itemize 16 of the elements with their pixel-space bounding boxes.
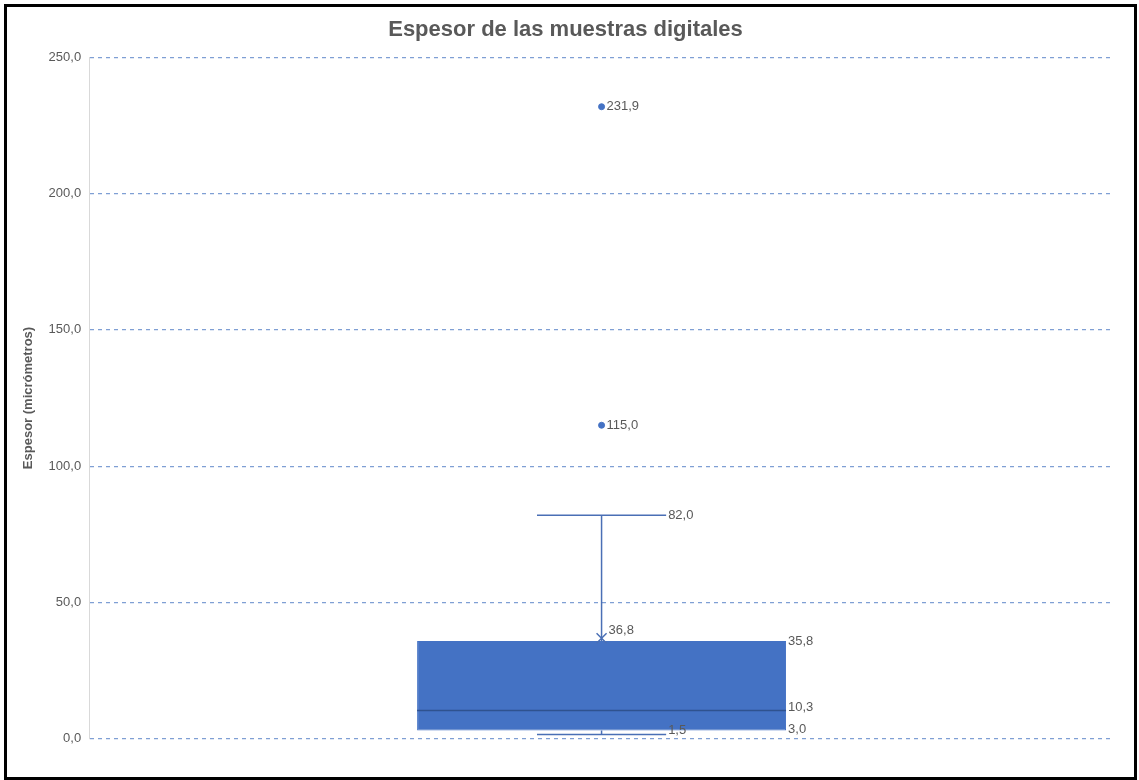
y-tick-label: 150,0 [48,321,82,337]
annotation: 10,3 [788,699,814,715]
y-tick-label: 50,0 [55,593,82,609]
y-tick-label: 200,0 [48,185,82,201]
annotation: 82,0 [668,506,694,522]
chart-title: Espesor de las muestras digitales [388,16,743,42]
annotation: 35,8 [788,632,814,648]
annotation: 36,8 [608,621,634,637]
y-tick-label: 100,0 [48,457,82,473]
annotation: 115,0 [606,416,639,432]
annotation: 1,5 [668,722,687,738]
annotation: 231,9 [606,98,640,114]
annotation: 3,0 [788,721,807,736]
y-tick-label: 250,0 [48,48,82,64]
y-tick-label: 0,0 [63,730,82,746]
y-axis-title: Espesor (micrómetros) [20,326,36,470]
